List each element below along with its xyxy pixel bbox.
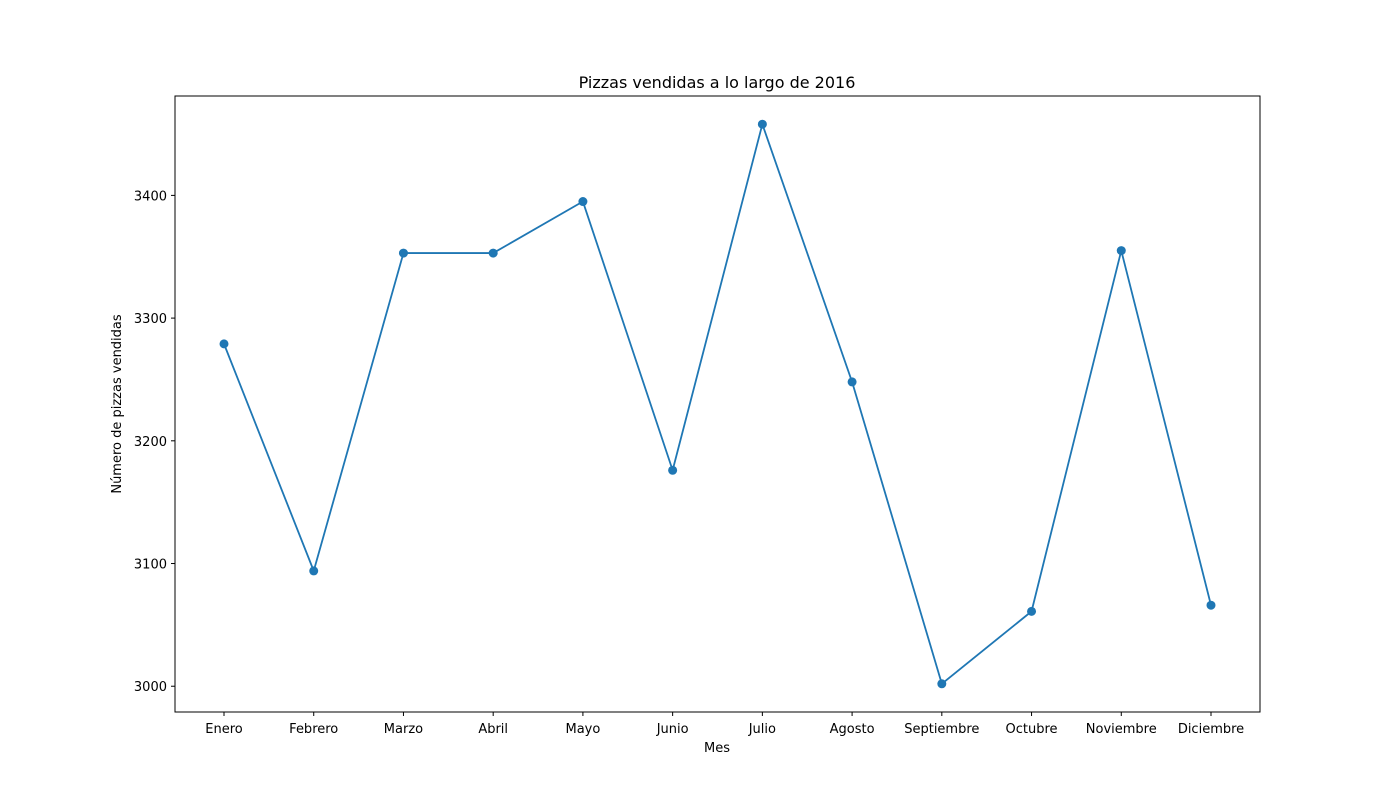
x-tick-label: Enero [205, 722, 243, 737]
x-tick-label: Mayo [565, 722, 600, 737]
x-axis-label: Mes [704, 741, 730, 756]
y-tick-label: 3400 [134, 189, 167, 204]
y-tick-label: 3200 [134, 435, 167, 450]
y-tick-label: 3000 [134, 680, 167, 695]
x-tick-label: Diciembre [1178, 722, 1244, 737]
x-tick-label: Noviembre [1086, 722, 1157, 737]
data-point-abril [488, 248, 498, 258]
data-point-septiembre [937, 679, 947, 689]
x-axis: Enero Febrero Marzo Abril Mayo Junio Julio Agos… [205, 712, 1244, 737]
plot-frame [174, 95, 1261, 713]
x-tick-label: Abril [478, 722, 508, 737]
y-axis: 3000 3100 3200 3300 3400 [134, 189, 175, 695]
data-point-marzo [398, 248, 408, 258]
data-point-febrero [309, 566, 319, 576]
data-point-diciembre [1206, 600, 1216, 610]
y-tick-label: 3300 [134, 312, 167, 327]
x-tick-label: Febrero [289, 722, 338, 737]
y-tick-label: 3100 [134, 558, 167, 573]
data-point-agosto [847, 377, 857, 387]
data-point-octubre [1027, 606, 1037, 616]
chart-title: Pizzas vendidas a lo largo de 2016 [579, 73, 856, 92]
series-line [223, 123, 1212, 685]
x-tick-label: Marzo [384, 722, 423, 737]
data-point-enero [219, 339, 229, 349]
data-point-junio [668, 465, 678, 475]
x-tick-label: Junio [656, 722, 689, 737]
x-tick-label: Agosto [830, 722, 875, 737]
x-tick-label: Octubre [1006, 722, 1058, 737]
y-axis-label: Número de pizzas vendidas [110, 314, 125, 494]
data-point-julio [757, 119, 767, 129]
x-tick-label: Julio [748, 722, 776, 737]
x-tick-label: Septiembre [904, 722, 979, 737]
data-point-mayo [578, 197, 588, 207]
data-point-noviembre [1116, 246, 1126, 256]
